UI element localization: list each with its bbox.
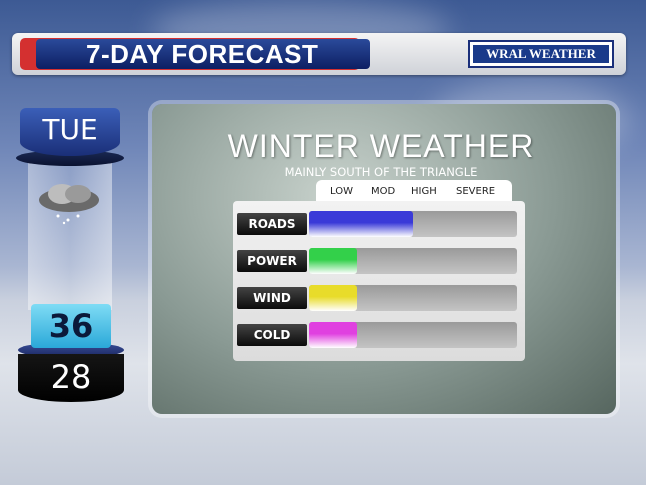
threat-row-wind: WIND <box>237 285 519 311</box>
page-title: 7-DAY FORECAST <box>36 39 370 69</box>
threat-level-fill <box>309 285 357 311</box>
threat-track <box>309 248 517 274</box>
threat-row-power: POWER <box>237 248 519 274</box>
day-label: TUE <box>20 108 120 156</box>
station-logo-text: WRAL WEATHER <box>473 45 609 63</box>
threat-track <box>309 285 517 311</box>
threat-level-fill <box>309 248 357 274</box>
threat-label: ROADS <box>237 213 307 235</box>
low-temp: 28 <box>18 354 124 402</box>
scale-low: LOW <box>330 186 353 197</box>
station-logo: WRAL WEATHER <box>468 40 614 68</box>
scale-severe: SEVERE <box>456 186 496 197</box>
scale-mod: MOD <box>371 186 396 197</box>
cloud-snow-icon <box>39 184 99 225</box>
threat-label: POWER <box>237 250 307 272</box>
scale-high: HIGH <box>411 186 437 197</box>
threat-row-cold: COLD <box>237 322 519 348</box>
threat-level-fill <box>309 211 413 237</box>
threat-row-roads: ROADS <box>237 211 519 237</box>
day-cap-base <box>16 150 124 166</box>
threat-track <box>309 211 517 237</box>
day-column <box>28 160 112 310</box>
panel-title: WINTER WEATHER <box>227 128 535 164</box>
threat-label: COLD <box>237 324 307 346</box>
threat-board: ROADS POWER WIND COLD <box>233 201 525 361</box>
panel-subtitle: MAINLY SOUTH OF THE TRIANGLE <box>284 165 478 179</box>
header-bar: 7-DAY FORECAST WRAL WEATHER <box>12 33 626 75</box>
threat-level-fill <box>309 322 357 348</box>
threat-track <box>309 322 517 348</box>
high-temp: 36 <box>31 304 111 348</box>
threat-label: WIND <box>237 287 307 309</box>
